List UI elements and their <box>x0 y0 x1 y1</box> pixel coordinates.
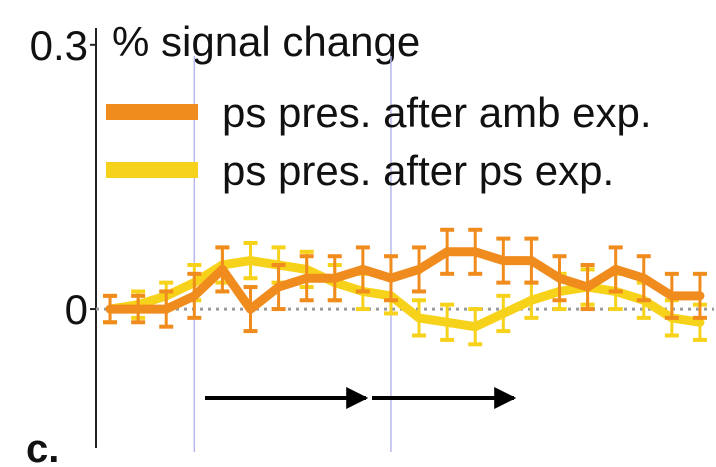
data-point <box>414 264 424 274</box>
data-point <box>302 273 312 283</box>
legend-swatch <box>106 104 198 120</box>
data-point <box>161 304 171 314</box>
series-layer <box>103 227 707 347</box>
y-tick-label: 0.3 <box>30 22 88 69</box>
data-point <box>695 317 705 327</box>
data-point <box>526 295 536 305</box>
data-point <box>498 256 508 266</box>
data-point <box>358 264 368 274</box>
data-point <box>105 304 115 314</box>
legend-swatch <box>106 162 198 178</box>
y-axis-label: % signal change <box>112 18 420 65</box>
data-point <box>330 273 340 283</box>
series-line <box>109 256 701 332</box>
axes: 0.3 0 % signal change <box>30 18 420 448</box>
data-point <box>611 264 621 274</box>
legend-label: ps pres. after ps exp. <box>222 147 614 194</box>
data-point <box>526 256 536 266</box>
data-point <box>470 247 480 257</box>
data-point <box>189 291 199 301</box>
data-point <box>498 308 508 318</box>
data-point <box>583 282 593 292</box>
panel-label: c. <box>26 427 59 467</box>
y-tick-label: 0 <box>65 286 88 333</box>
data-point <box>246 304 255 314</box>
data-point <box>639 273 649 283</box>
data-point <box>386 273 396 283</box>
data-point <box>667 291 677 301</box>
data-point <box>246 256 255 266</box>
data-point <box>414 313 424 323</box>
data-point <box>695 291 705 301</box>
data-point <box>442 247 452 257</box>
data-point <box>555 273 564 283</box>
data-point <box>274 282 284 292</box>
legend-label: ps pres. after amb exp. <box>222 89 652 136</box>
data-point <box>442 317 452 327</box>
series-ps-exp <box>103 241 707 347</box>
data-point <box>470 322 480 332</box>
series-line <box>110 247 700 314</box>
data-point <box>133 304 143 314</box>
series-amb-exp <box>103 227 707 334</box>
data-point <box>217 264 227 274</box>
legend: ps pres. after amb exp. ps pres. after ps… <box>106 89 652 194</box>
